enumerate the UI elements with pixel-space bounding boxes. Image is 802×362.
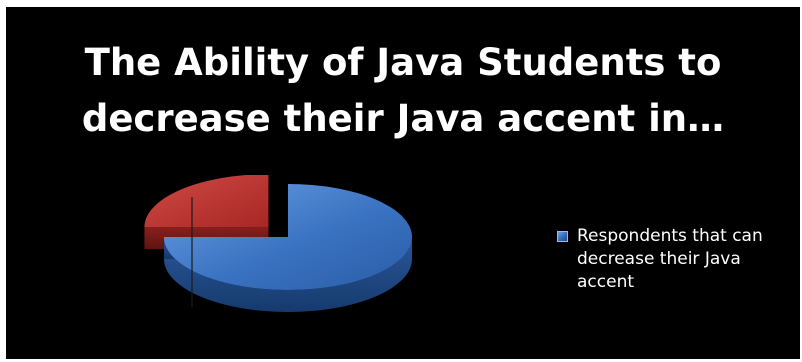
chart-title: The Ability of Java Students to decrease… [81,41,725,140]
legend-swatch-icon [557,231,568,242]
chart-area: The Ability of Java Students to decrease… [6,7,800,359]
pie-slice-side [164,237,412,312]
pie-chart [144,175,412,312]
pie-slice [144,175,269,228]
legend-entry: Respondents that can decrease their Java… [555,225,795,294]
legend-label: Respondents that can decrease their Java… [577,226,763,292]
legend: Respondents that can decrease their Java… [555,225,795,294]
pie-slice [164,184,412,290]
